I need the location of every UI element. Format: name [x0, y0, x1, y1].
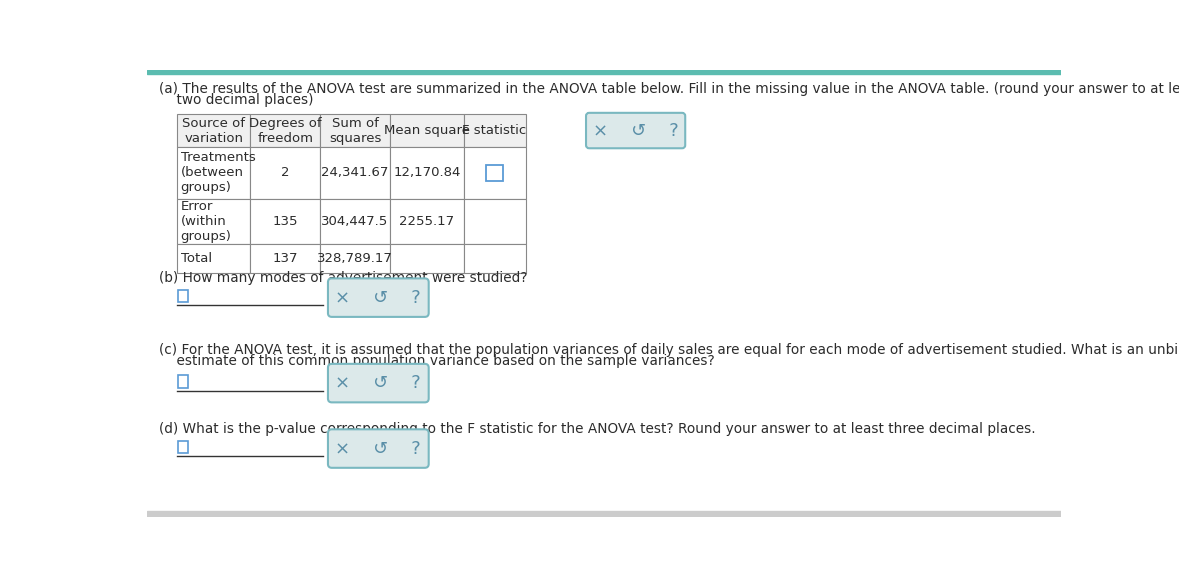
Bar — [250, 147, 321, 199]
Text: ×    ↺    ?: × ↺ ? — [336, 374, 421, 392]
Bar — [486, 165, 503, 181]
Text: Error
(within
groups): Error (within groups) — [180, 200, 231, 243]
Text: estimate of this common population variance based on the sample variances?: estimate of this common population varia… — [159, 354, 714, 368]
Text: Total: Total — [180, 252, 212, 265]
Text: 135: 135 — [272, 215, 298, 228]
Text: (c) For the ANOVA test, it is assumed that the population variances of daily sal: (c) For the ANOVA test, it is assumed th… — [159, 343, 1179, 357]
Bar — [250, 199, 321, 244]
Text: 24,341.67: 24,341.67 — [322, 166, 389, 180]
Text: Degrees of
freedom: Degrees of freedom — [249, 117, 322, 145]
Text: two decimal places): two decimal places) — [159, 93, 314, 107]
Bar — [463, 114, 526, 147]
FancyBboxPatch shape — [328, 278, 429, 317]
Bar — [147, 70, 1061, 74]
Bar — [250, 114, 321, 147]
FancyBboxPatch shape — [586, 113, 685, 148]
Bar — [463, 199, 526, 244]
Bar — [321, 114, 390, 147]
Text: 2: 2 — [281, 166, 290, 180]
Bar — [321, 199, 390, 244]
Text: ×    ↺    ?: × ↺ ? — [593, 121, 678, 139]
Text: Treatments
(between
groups): Treatments (between groups) — [180, 152, 256, 195]
Text: 137: 137 — [272, 252, 298, 265]
Bar — [177, 199, 250, 244]
Text: 304,447.5: 304,447.5 — [322, 215, 389, 228]
Bar — [390, 244, 463, 273]
Bar — [390, 147, 463, 199]
Text: 328,789.17: 328,789.17 — [317, 252, 393, 265]
Text: ×    ↺    ?: × ↺ ? — [336, 289, 421, 307]
Bar — [178, 441, 187, 453]
Text: ×    ↺    ?: × ↺ ? — [336, 440, 421, 458]
Text: (a) The results of the ANOVA test are summarized in the ANOVA table below. Fill : (a) The results of the ANOVA test are su… — [159, 82, 1179, 96]
Bar — [390, 114, 463, 147]
Bar — [463, 147, 526, 199]
Text: F statistic: F statistic — [462, 124, 527, 137]
Text: 2255.17: 2255.17 — [400, 215, 454, 228]
Text: (b) How many modes of advertisement were studied?: (b) How many modes of advertisement were… — [159, 271, 527, 285]
FancyBboxPatch shape — [328, 364, 429, 403]
Bar — [147, 511, 1061, 517]
Bar — [178, 375, 187, 388]
Bar — [250, 244, 321, 273]
Text: Mean square: Mean square — [383, 124, 469, 137]
Bar — [390, 199, 463, 244]
Bar — [321, 244, 390, 273]
Bar — [463, 244, 526, 273]
Text: (d) What is the p-value corresponding to the F statistic for the ANOVA test? Rou: (d) What is the p-value corresponding to… — [159, 422, 1035, 436]
Text: 12,170.84: 12,170.84 — [393, 166, 461, 180]
FancyBboxPatch shape — [328, 429, 429, 468]
Bar — [321, 147, 390, 199]
Bar — [177, 147, 250, 199]
Bar — [178, 290, 187, 302]
Text: Sum of
squares: Sum of squares — [329, 117, 381, 145]
Bar — [177, 244, 250, 273]
Bar — [177, 114, 250, 147]
Text: Source of
variation: Source of variation — [182, 117, 245, 145]
